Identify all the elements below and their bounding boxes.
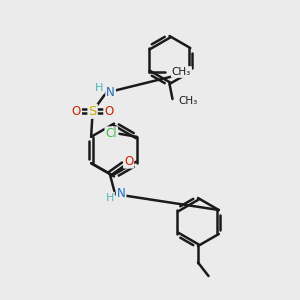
Text: O: O xyxy=(72,105,81,118)
Text: Cl: Cl xyxy=(105,127,117,140)
Text: O: O xyxy=(104,105,113,118)
Text: O: O xyxy=(124,154,133,168)
Text: N: N xyxy=(106,85,115,99)
Text: CH₃: CH₃ xyxy=(178,95,197,106)
Text: H: H xyxy=(106,193,114,203)
Text: S: S xyxy=(88,105,97,118)
Text: N: N xyxy=(117,187,125,200)
Text: H: H xyxy=(95,83,104,93)
Text: CH₃: CH₃ xyxy=(172,67,191,77)
